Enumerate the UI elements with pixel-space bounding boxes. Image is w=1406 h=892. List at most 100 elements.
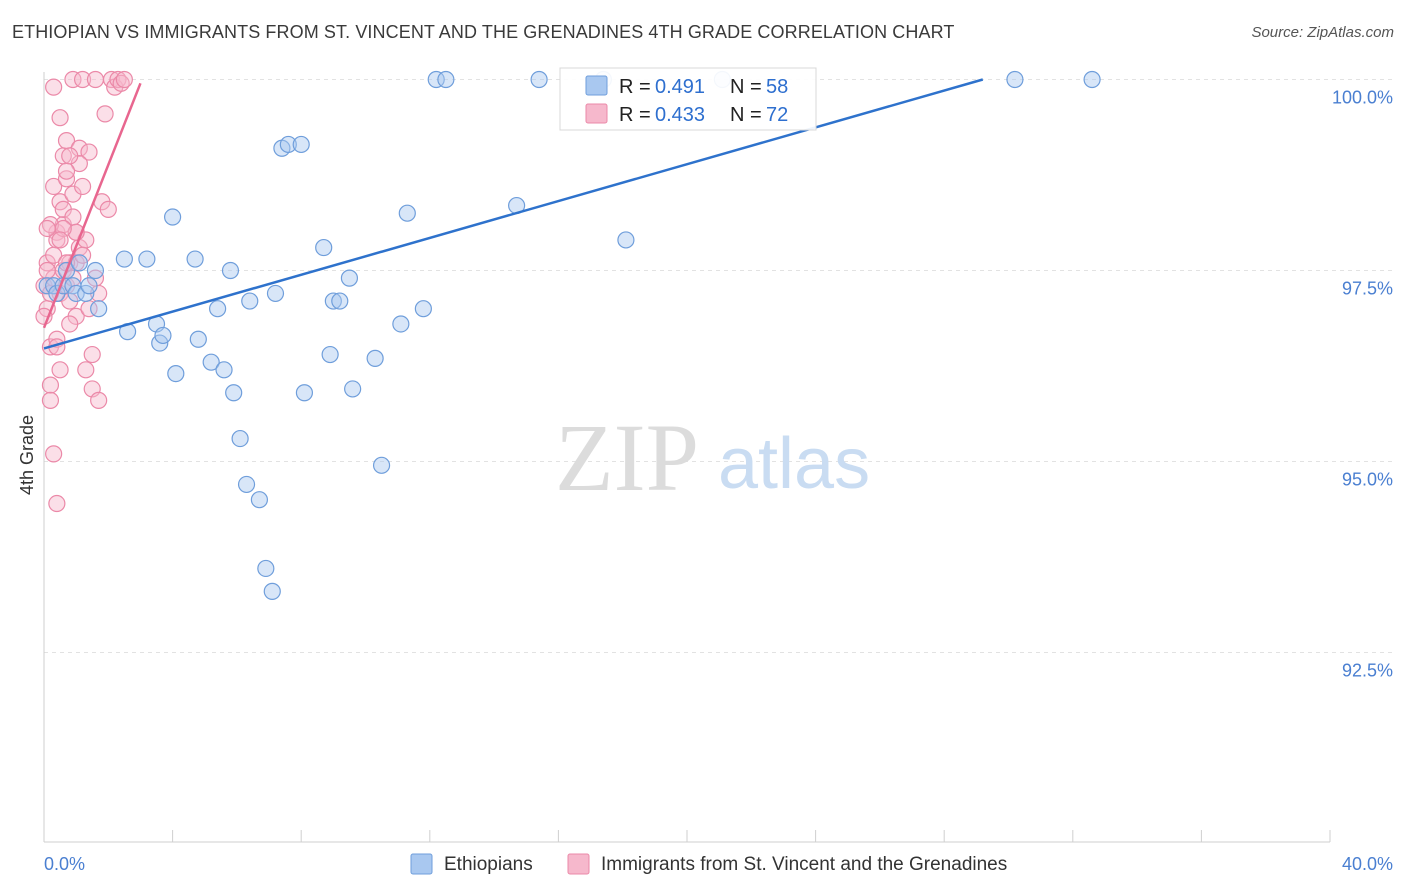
legend-n-label-pink: N = <box>730 104 762 126</box>
legend-r-value-pink: 0.433 <box>655 104 705 126</box>
ethiopians-point-22 <box>209 300 227 318</box>
ethiopians-point-54 <box>617 231 635 249</box>
ethiopians-point-10 <box>80 277 98 295</box>
immigrants-point-34 <box>99 200 117 218</box>
bottom-legend-label-ethiopians: Ethiopians <box>444 854 533 875</box>
ethiopians-point-18 <box>167 365 185 383</box>
ethiopians-point-50 <box>437 70 455 89</box>
y-tick-label-3: 100.0% <box>1332 88 1393 108</box>
source-label: Source: ZipAtlas.com <box>1251 24 1394 41</box>
ethiopians-point-36 <box>292 135 310 154</box>
blue-series-points <box>38 70 1101 600</box>
bottom-legend-swatch-pink <box>567 853 590 875</box>
ethiopians-point-21 <box>189 330 207 348</box>
x-tick-label-max: 40.0% <box>1342 854 1393 874</box>
y-axis-label: 4th Grade <box>17 415 37 495</box>
immigrants-point-47 <box>45 445 63 463</box>
ethiopians-point-44 <box>366 349 384 367</box>
watermark-atlas: atlas <box>718 424 870 504</box>
bottom-legend-label-immigrants: Immigrants from St. Vincent and the Gren… <box>601 854 1007 875</box>
y-tick-label-1: 95.0% <box>1342 470 1393 490</box>
ethiopians-point-7 <box>70 254 88 272</box>
legend-box: R = 0.491 N = 58 R = 0.433 N = 72 <box>559 67 817 131</box>
immigrants-point-30 <box>86 70 105 89</box>
ethiopians-point-29 <box>241 292 259 310</box>
y-tick-labels: 92.5% 95.0% 97.5% 100.0% <box>1332 88 1393 681</box>
ethiopians-point-43 <box>344 380 362 398</box>
ethiopians-point-39 <box>321 345 339 364</box>
ethiopians-point-9 <box>86 261 105 280</box>
ethiopians-point-38 <box>315 238 333 257</box>
ethiopians-point-52 <box>530 70 548 89</box>
immigrants-point-6 <box>45 177 63 196</box>
ethiopians-point-41 <box>331 292 349 310</box>
bottom-legend: Ethiopians Immigrants from St. Vincent a… <box>410 853 1007 875</box>
immigrants-point-33 <box>96 105 114 123</box>
ethiopians-point-56 <box>1006 70 1024 89</box>
legend-r-label-blue: R = <box>619 76 651 98</box>
legend-swatch-pink <box>585 103 608 124</box>
ethiopians-point-27 <box>231 429 249 448</box>
x-tick-label-min: 0.0% <box>44 854 85 874</box>
ethiopians-point-13 <box>138 250 156 268</box>
ethiopians-trend-line <box>43 78 984 350</box>
ethiopians-point-48 <box>414 300 432 318</box>
ethiopians-point-26 <box>225 384 243 402</box>
immigrants-point-26 <box>80 143 98 161</box>
immigrants-point-51 <box>61 315 79 333</box>
ethiopians-point-25 <box>221 261 240 280</box>
immigrants-point-4 <box>41 376 60 394</box>
ethiopians-point-17 <box>154 326 172 345</box>
bottom-legend-swatch-blue <box>410 853 433 875</box>
immigrants-point-46 <box>41 391 60 409</box>
ethiopians-point-37 <box>295 384 314 402</box>
immigrants-point-59 <box>51 109 69 127</box>
ethiopians-point-20 <box>164 208 182 226</box>
immigrants-point-56 <box>77 361 95 379</box>
immigrants-point-61 <box>57 162 76 180</box>
y-tick-label-0: 92.5% <box>1342 661 1393 681</box>
immigrants-point-24 <box>73 70 92 89</box>
legend-n-label-blue: N = <box>730 76 762 98</box>
ethiopians-point-6 <box>67 284 85 303</box>
legend-n-value-blue: 58 <box>766 76 788 98</box>
chart-title: ETHIOPIAN VS IMMIGRANTS FROM ST. VINCENT… <box>12 22 955 42</box>
ethiopians-point-35 <box>279 135 297 154</box>
legend-swatch-blue <box>585 75 608 96</box>
ethiopians-point-34 <box>266 284 285 303</box>
immigrants-point-43 <box>51 361 69 379</box>
legend-n-value-pink: 72 <box>766 104 788 126</box>
immigrants-point-48 <box>48 494 66 513</box>
ethiopians-point-30 <box>250 491 269 509</box>
legend-r-label-pink: R = <box>619 104 651 126</box>
immigrants-point-39 <box>115 70 133 89</box>
ethiopians-point-57 <box>1083 70 1101 89</box>
x-tick-marks <box>43 830 1331 842</box>
immigrants-point-41 <box>45 246 63 264</box>
ethiopians-point-19 <box>186 250 204 268</box>
svg-immigrants-trend-line <box>42 82 142 329</box>
ethiopians-point-31 <box>257 559 275 578</box>
ethiopians-point-12 <box>115 250 133 268</box>
y-tick-label-2: 97.5% <box>1342 279 1393 299</box>
immigrants-point-65 <box>45 78 63 96</box>
immigrants-point-44 <box>38 261 56 280</box>
ethiopians-point-45 <box>372 456 391 474</box>
ethiopians-point-28 <box>237 475 256 494</box>
immigrants-point-62 <box>61 147 79 165</box>
ethiopians-point-11 <box>90 300 108 318</box>
grid-lines <box>44 79 1393 653</box>
ethiopians-point-49 <box>427 70 445 89</box>
ethiopians-point-32 <box>263 582 281 600</box>
ethiopians-point-42 <box>340 269 359 287</box>
ethiopians-point-40 <box>324 292 342 310</box>
immigrants-point-23 <box>73 177 92 196</box>
watermark-zip: ZIP <box>555 404 699 511</box>
legend-r-value-blue: 0.491 <box>655 76 705 98</box>
ethiopians-point-24 <box>215 361 233 379</box>
ethiopians-point-46 <box>392 315 410 333</box>
ethiopians-point-23 <box>202 353 220 371</box>
immigrants-point-58 <box>90 391 108 409</box>
immigrants-point-18 <box>64 70 82 89</box>
